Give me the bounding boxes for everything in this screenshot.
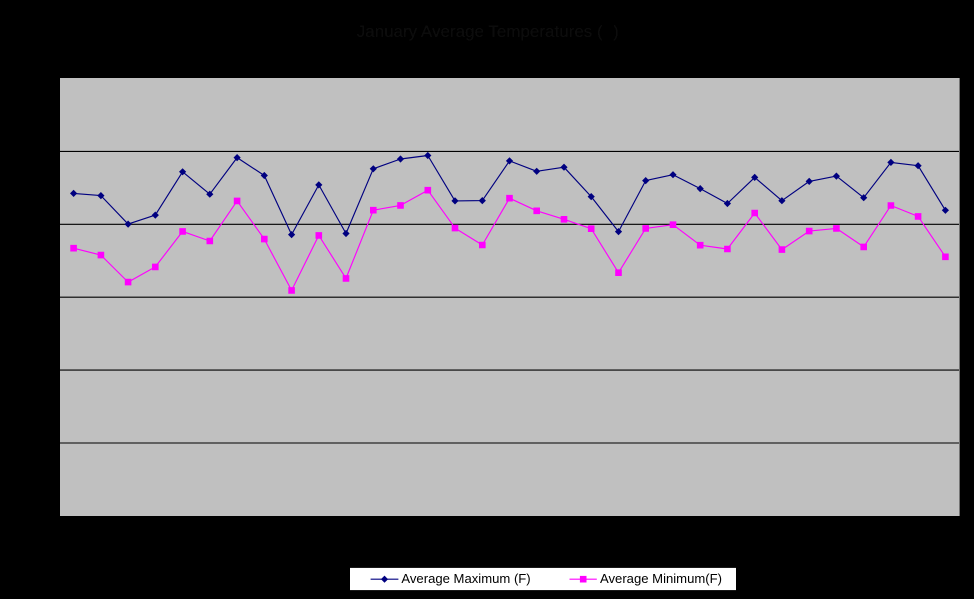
svg-text:Average Minimum(F): Average Minimum(F) bbox=[600, 571, 722, 586]
svg-text:Average Maximum (F): Average Maximum (F) bbox=[401, 571, 530, 586]
svg-text:January Average Temperatures (: January Average Temperatures (F) bbox=[357, 22, 619, 41]
